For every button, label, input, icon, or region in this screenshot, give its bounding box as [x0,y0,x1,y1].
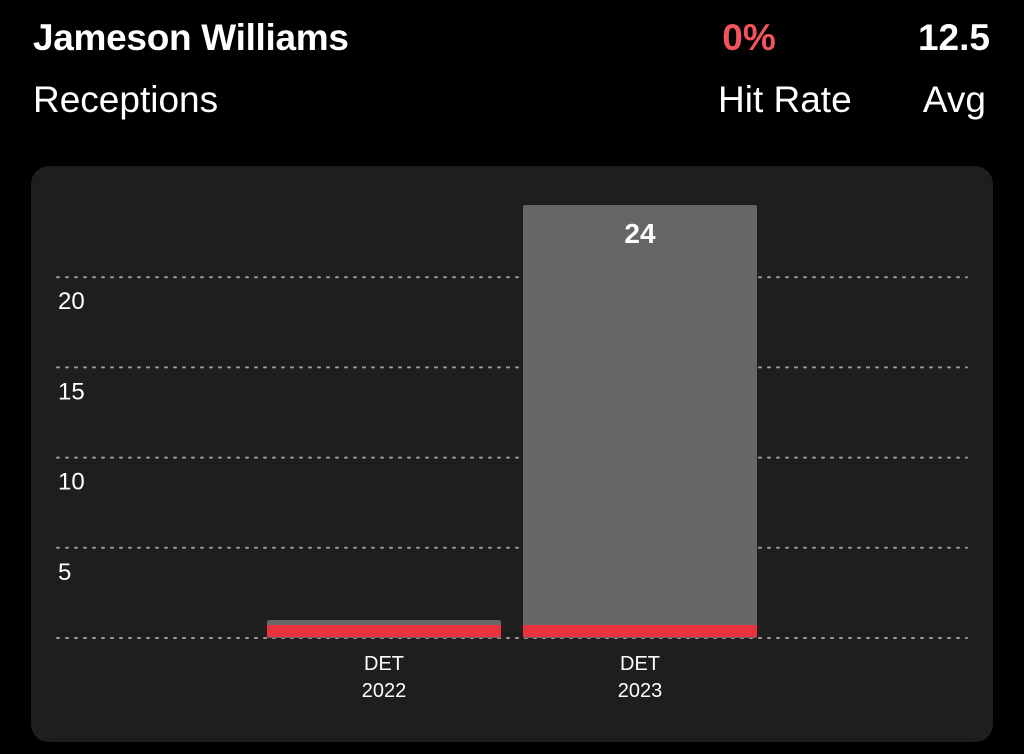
x-tick-team: DET [620,653,660,675]
bar-value-label: 24 [624,218,656,249]
avg-label: Avg [922,79,986,120]
x-tick-season: 2022 [362,680,407,702]
avg-value: 12.5 [917,17,990,58]
hit-rate-value: 0% [722,17,776,58]
chart-card: 5 10 15 20 DET 2022 24 DET 2023 [31,166,993,742]
bar-chart: 5 10 15 20 DET 2022 24 DET 2023 [56,205,968,702]
y-tick-label: 15 [58,378,85,405]
threshold-marker [523,625,757,637]
y-tick-label: 10 [58,469,85,496]
stat-name: Receptions [33,79,219,120]
y-tick-label: 20 [58,288,85,315]
y-tick-label: 5 [58,559,71,586]
hit-rate-label: Hit Rate [718,79,852,120]
x-tick-season: 2023 [618,680,663,702]
threshold-marker [267,625,501,637]
x-tick-team: DET [364,653,404,675]
player-name: Jameson Williams [33,17,349,58]
bar [523,205,757,638]
